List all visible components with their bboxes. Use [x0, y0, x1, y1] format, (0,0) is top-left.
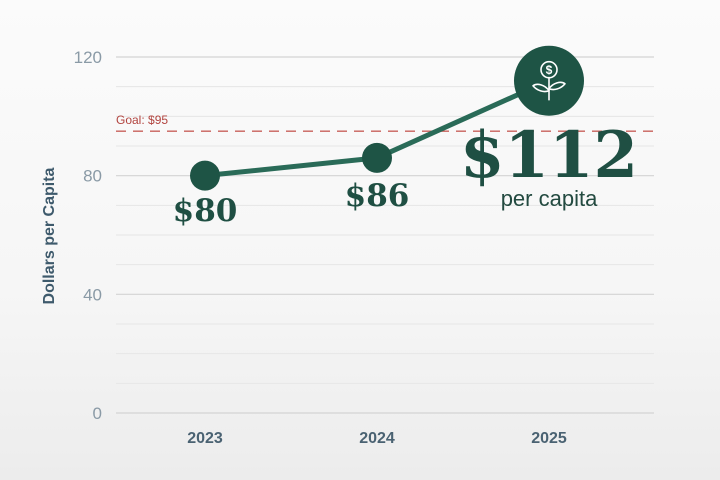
leaf-left-shape	[532, 83, 550, 93]
data-point	[362, 142, 392, 173]
y-axis-ticks: 0 40 80 120	[74, 48, 102, 423]
y-tick-label: 80	[83, 167, 102, 186]
goal-label: Goal: $95	[116, 113, 168, 127]
dollar-glyph: $	[546, 63, 553, 77]
value-label: $80	[173, 193, 238, 229]
per-capita-label: per capita	[501, 186, 598, 211]
grid-lines	[116, 56, 654, 414]
y-tick-label: 40	[83, 285, 102, 304]
leaf-right-shape	[548, 81, 566, 91]
y-tick-label: 0	[93, 404, 102, 423]
x-tick-label: 2024	[359, 430, 395, 447]
y-axis-title: Dollars per Capita	[41, 167, 58, 304]
value-label: $86	[345, 178, 410, 214]
icon-glyph: $	[532, 60, 566, 101]
x-tick-label: 2023	[187, 430, 223, 447]
y-tick-label: 120	[74, 48, 102, 67]
money-plant-icon: $	[532, 60, 566, 101]
data-point	[190, 160, 220, 191]
value-labels: $80 $86 $112	[173, 118, 638, 229]
x-axis-ticks: 2023 2024 2025	[187, 430, 567, 447]
x-tick-label: 2025	[531, 430, 567, 447]
goal-line-group: Goal: $95	[116, 113, 654, 132]
value-label: $112	[460, 118, 638, 193]
